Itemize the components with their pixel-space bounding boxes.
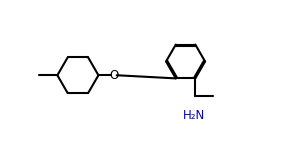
Text: O: O (109, 69, 119, 82)
Text: H₂N: H₂N (183, 109, 205, 122)
